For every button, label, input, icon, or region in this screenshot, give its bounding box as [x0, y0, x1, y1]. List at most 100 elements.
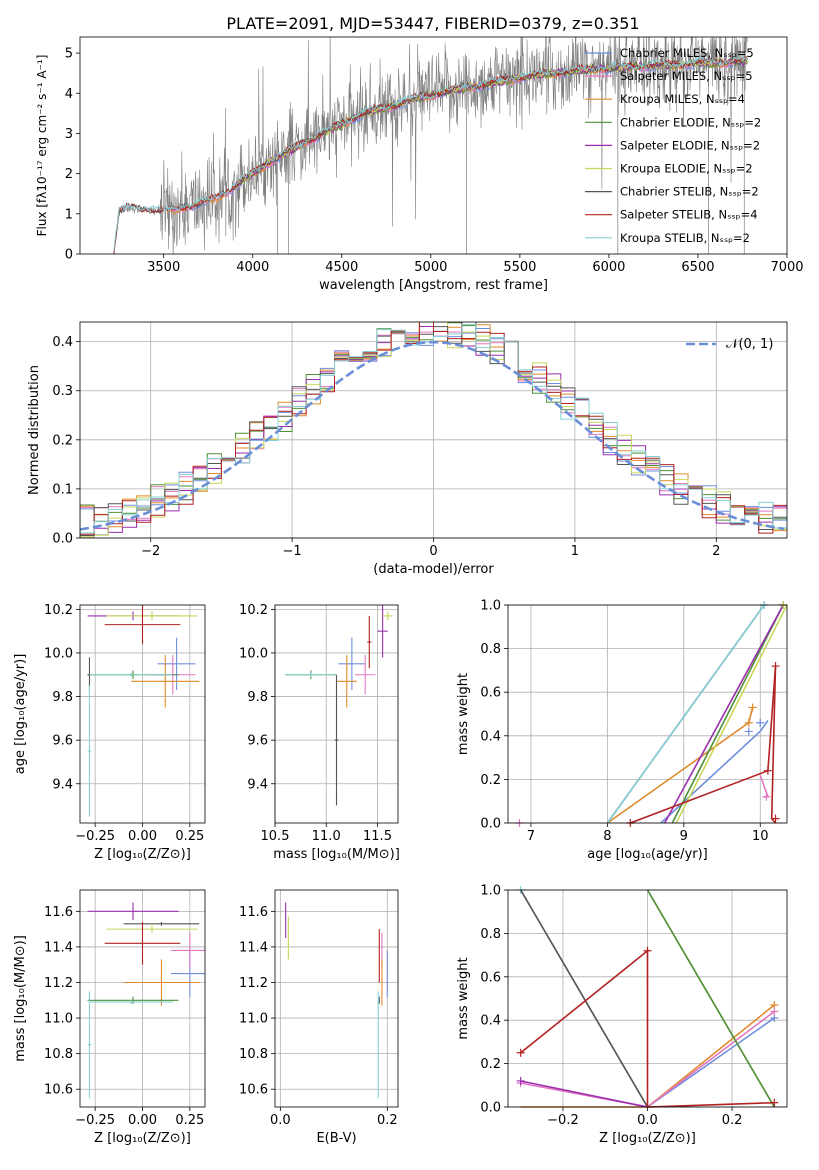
y-tick-label: 0.0 [480, 1101, 501, 1116]
weight-line-chab_elodie [646, 889, 775, 1108]
spectrum-legend: Chabrier MILES, Nₛₛₚ=5 Salpeter MILES, Nₛ… [585, 46, 761, 245]
x-tick-label: 0 [429, 544, 437, 559]
legend-entry: Chabrier STELIB, Nₛₛₚ=2 [620, 185, 759, 199]
y-tick-label: 10.8 [239, 1047, 268, 1062]
x-tick-label: 6000 [592, 260, 625, 275]
mass_vs_ebv-plot-area [285, 902, 388, 1099]
legend-entry: Salpeter STELIB, Nₛₛₚ=4 [620, 208, 758, 222]
y-tick-label: 11.2 [239, 976, 268, 991]
mass_vs_ebv-panel: 0.0 0.2 10.6 10.8 11.0 11.2 11.4 11.6 E(B-V) [239, 889, 399, 1146]
data-marker [770, 1007, 779, 1016]
y-tick-label: 0.2 [52, 433, 73, 448]
y-tick-label: 11.2 [44, 976, 73, 991]
observed-spectrum-line [113, 37, 748, 254]
histogram-salp_elodie [80, 322, 787, 538]
y-tick-label: 2 [65, 167, 73, 182]
weight_vs_age-plot-area [515, 601, 788, 827]
x-axis-label: Z [log₁₀(Z/Z⊙)] [94, 847, 191, 862]
age_vs_Z-panel: −0.25 0.00 0.25 9.4 9.6 9.8 10.0 10.2 Z [log₁₀(Z… [13, 603, 206, 862]
age_vs_Z-plot-area [87, 605, 200, 817]
x-axis-label: age [log₁₀(age/yr)] [587, 847, 708, 862]
x-axis-label: E(B-V) [316, 1131, 356, 1146]
y-tick-label: 11.4 [44, 940, 73, 955]
model-line-chab_stelib [113, 55, 748, 254]
residuals-plot-area [80, 322, 787, 538]
x-tick-label: 0.2 [377, 1113, 398, 1128]
data-marker [763, 766, 772, 775]
data-marker [771, 662, 780, 671]
x-tick-label: 5000 [414, 260, 447, 275]
y-tick-label: 4 [65, 87, 73, 102]
axes-frame [79, 889, 206, 1108]
weight_vs_age-panel: 7 8 9 10 0.0 0.2 0.4 0.6 0.8 1.0 age [log₁₀(age/yr… [456, 599, 788, 862]
x-tick-label: −0.25 [75, 1113, 115, 1128]
residuals-panel: −2 −1 0 1 2 0.0 0.1 0.2 0.3 0.4 (data-model)/error… [27, 321, 788, 577]
y-tick-label: 0.4 [52, 335, 73, 350]
weight_vs_Z-panel: −0.2 0.0 0.2 0.0 0.2 0.4 0.6 0.8 1.0 Z [log₁₀(Z/Z… [456, 884, 788, 1146]
legend-entry: Salpeter ELODIE, Nₛₛₚ=2 [620, 138, 760, 152]
y-tick-label: 9.8 [52, 690, 73, 705]
x-axis-label: mass [log₁₀(M/M⊙)] [273, 847, 400, 862]
y-tick-label: 9.6 [247, 734, 268, 749]
y-tick-label: 0.6 [480, 970, 501, 985]
residuals-legend: 𝒩(0, 1) [686, 337, 773, 352]
weight-line-salp_elodie [663, 604, 784, 824]
y-tick-label: 0.2 [480, 773, 501, 788]
y-tick-label: 11.4 [239, 940, 268, 955]
data-marker [516, 1076, 525, 1085]
weight-line-salp_stelib [520, 949, 775, 1108]
x-tick-label: 8 [603, 829, 611, 844]
y-tick-label: 0.0 [480, 817, 501, 832]
x-axis-label: wavelength [Angstrom, rest frame] [319, 278, 548, 293]
x-tick-label: 11.0 [312, 829, 341, 844]
x-tick-label: 0.0 [637, 1113, 658, 1128]
x-tick-label: 0.00 [128, 1113, 157, 1128]
y-tick-label: 0.2 [480, 1057, 501, 1072]
y-tick-label: 0.0 [52, 532, 73, 547]
x-tick-label: 6500 [681, 260, 714, 275]
x-tick-label: 1 [571, 544, 579, 559]
legend-entry: Chabrier MILES, Nₛₛₚ=5 [620, 46, 754, 60]
y-axis-label: Flux [fλ10⁻¹⁷ erg cm⁻² s⁻¹ A⁻¹] [35, 55, 49, 237]
x-tick-label: 5500 [503, 260, 536, 275]
x-tick-label: 3500 [147, 260, 180, 275]
y-tick-label: 10.2 [44, 603, 73, 618]
y-tick-label: 5 [65, 47, 73, 62]
x-axis-label: Z [log₁₀(Z/Z⊙)] [94, 1131, 191, 1146]
weight-line-chab_miles [647, 1017, 775, 1108]
legend-entry: Chabrier ELODIE, Nₛₛₚ=2 [620, 115, 761, 129]
axes-frame [79, 321, 788, 539]
y-tick-label: 0.4 [480, 1014, 501, 1029]
y-tick-label: 10.8 [44, 1047, 73, 1062]
x-tick-label: −1 [283, 544, 302, 559]
weight-line-chab_stelib [520, 889, 649, 1108]
normal-curve [80, 340, 785, 531]
axes-frame [274, 889, 399, 1108]
model-line-krou_stelib [113, 55, 748, 252]
data-marker [756, 718, 765, 727]
y-axis-label: mass weight [456, 673, 471, 755]
x-tick-label: 7 [527, 829, 535, 844]
y-tick-label: 0 [65, 248, 73, 263]
x-tick-label: 9 [680, 829, 688, 844]
y-tick-label: 0.6 [480, 686, 501, 701]
y-tick-label: 10.2 [239, 603, 268, 618]
x-tick-label: 0.00 [128, 829, 157, 844]
weight-line-chab_miles [660, 720, 769, 824]
x-axis-label: (data-model)/error [373, 562, 494, 577]
weight-line-krou_elodie [675, 604, 788, 824]
y-tick-label: 0.8 [480, 642, 501, 657]
figure-title: PLATE=2091, MJD=53447, FIBERID=0379, z=0… [226, 14, 639, 33]
y-tick-label: 0.1 [52, 482, 73, 497]
y-tick-label: 0.4 [480, 729, 501, 744]
y-tick-label: 1.0 [480, 884, 501, 899]
y-tick-label: 10.6 [239, 1083, 268, 1098]
y-tick-label: 1 [65, 207, 73, 222]
legend-entry: Salpeter MILES, Nₛₛₚ=5 [620, 69, 753, 83]
y-axis-label: Normed distribution [27, 365, 42, 495]
x-tick-label: 10 [752, 829, 769, 844]
x-tick-label: 7000 [770, 260, 803, 275]
axes-frame [507, 604, 788, 824]
y-tick-label: 9.4 [247, 777, 268, 792]
